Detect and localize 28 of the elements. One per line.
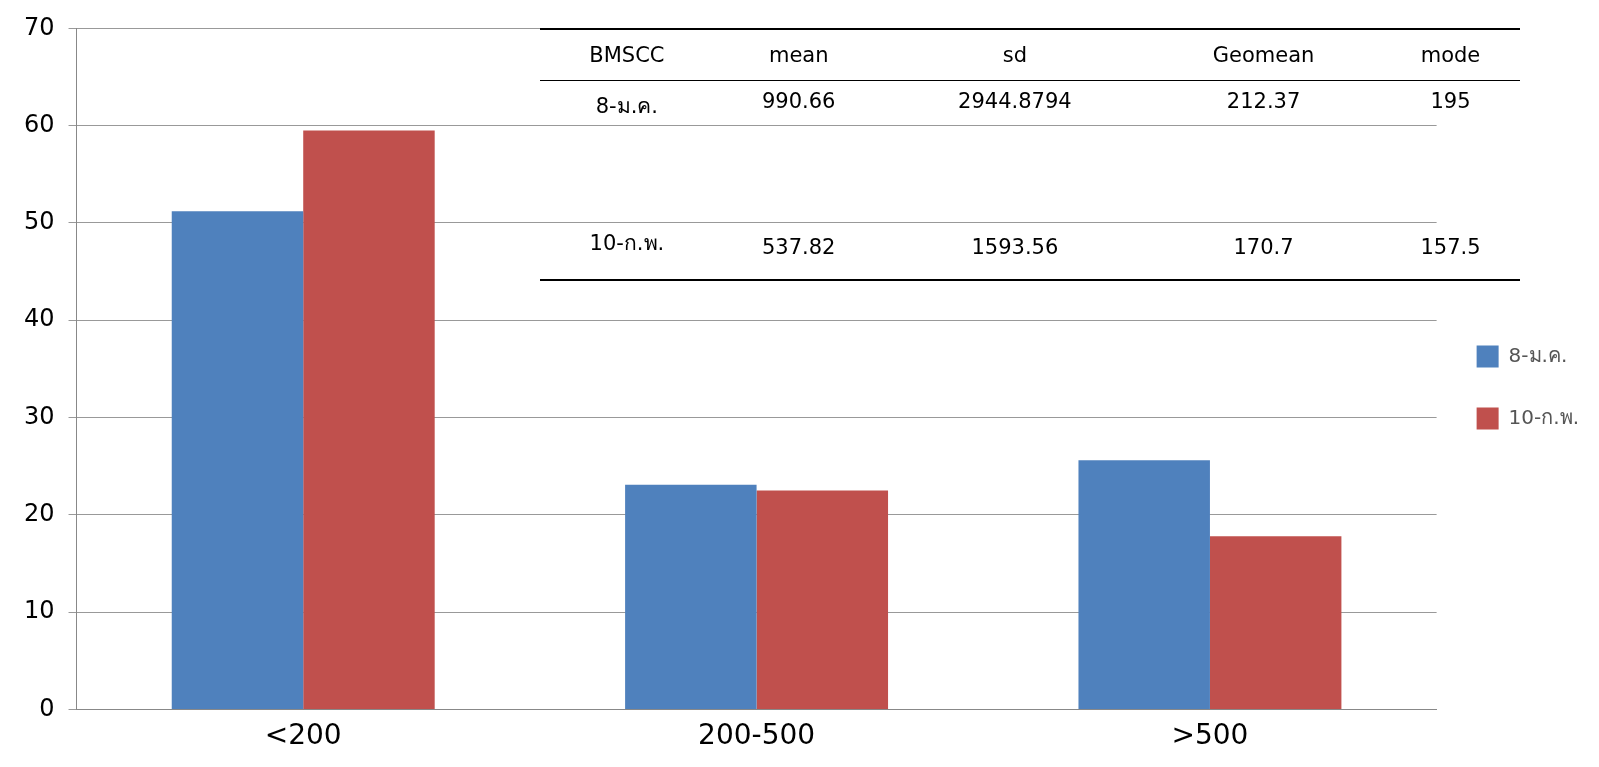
x-tick-label: 200-500 [698, 718, 816, 752]
annotation: 10-ก.พ. [540, 129, 714, 280]
annotation: 170.7 [1146, 129, 1381, 280]
annotation: 2944.8794 [957, 88, 1073, 115]
annotation: 537.82 [713, 129, 884, 280]
annotation: BMSCC [540, 29, 714, 81]
legend-label: 10-ก.พ. [1508, 404, 1580, 429]
annotation: sd [883, 29, 1147, 81]
y-tick-label: 0 [39, 693, 55, 722]
legend-label: 8-ม.ค. [1508, 342, 1568, 367]
y-tick-label: 30 [23, 401, 55, 430]
x-tick-label: <200 [264, 718, 342, 752]
annotation: 212.37 [1225, 88, 1302, 115]
y-tick-label: 50 [23, 207, 55, 236]
annotation: 157.5 [1380, 129, 1520, 280]
annotation: 1593.56 [883, 129, 1147, 280]
annotation: 195 [1429, 88, 1472, 115]
annotation: 990.66 [760, 88, 837, 115]
y-tick-label: 10 [23, 596, 55, 625]
annotation: Geomean [1146, 29, 1381, 81]
annotation: mean [713, 29, 884, 81]
y-tick-label: 60 [23, 109, 55, 138]
annotation: mode [1380, 29, 1520, 81]
x-tick-label: >500 [1171, 718, 1249, 752]
y-tick-label: 20 [23, 499, 55, 528]
y-tick-label: 40 [23, 304, 55, 333]
y-tick-label: 70 [23, 12, 55, 41]
annotation: 8-ม.ค. [594, 93, 660, 120]
